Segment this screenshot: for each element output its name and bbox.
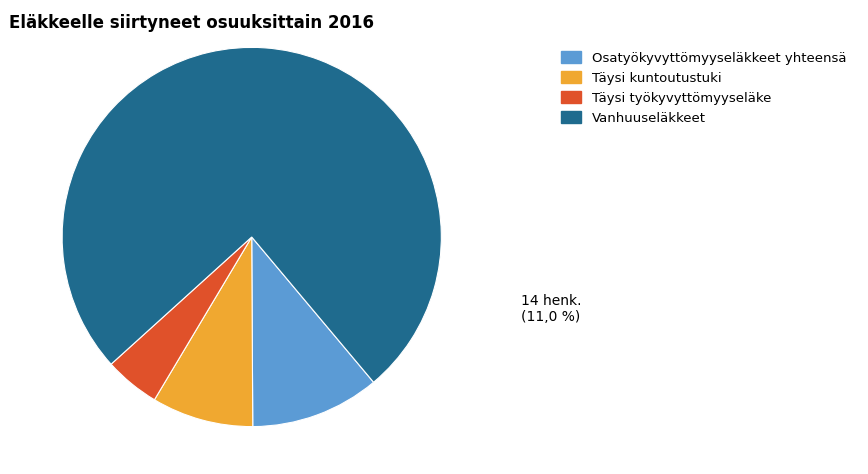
- Wedge shape: [155, 237, 253, 427]
- Wedge shape: [111, 237, 252, 400]
- Wedge shape: [252, 237, 373, 427]
- Text: 14 henk.
(11,0 %): 14 henk. (11,0 %): [521, 294, 582, 324]
- Legend: Osatyökyvyttömyyseläkkeet yhteensä, Täysi kuntoutustuki, Täysi työkyvyttömyyselä: Osatyökyvyttömyyseläkkeet yhteensä, Täys…: [555, 45, 852, 131]
- Wedge shape: [62, 47, 441, 382]
- Text: Eläkkeelle siirtyneet osuuksittain 2016: Eläkkeelle siirtyneet osuuksittain 2016: [9, 14, 374, 32]
